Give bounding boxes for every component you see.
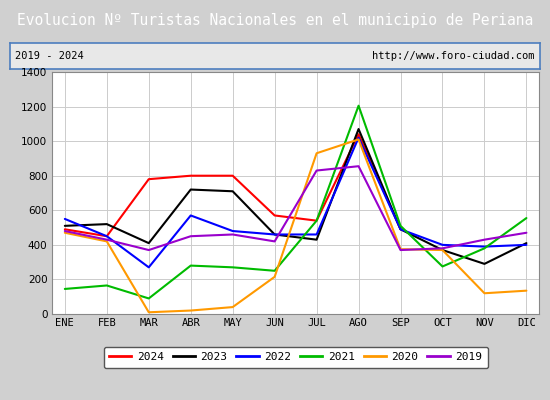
Text: Evolucion Nº Turistas Nacionales en el municipio de Periana: Evolucion Nº Turistas Nacionales en el m…: [17, 14, 533, 28]
Text: http://www.foro-ciudad.com: http://www.foro-ciudad.com: [372, 51, 535, 61]
Legend: 2024, 2023, 2022, 2021, 2020, 2019: 2024, 2023, 2022, 2021, 2020, 2019: [103, 347, 488, 368]
Text: 2019 - 2024: 2019 - 2024: [15, 51, 84, 61]
